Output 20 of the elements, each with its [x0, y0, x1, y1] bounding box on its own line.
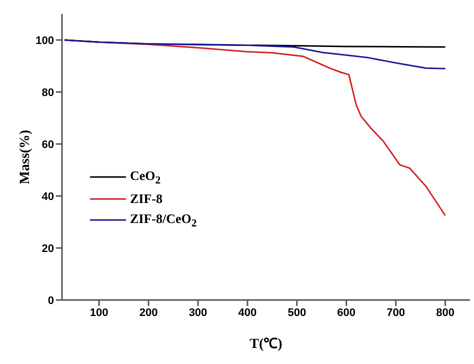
x-tick-label: 300 — [188, 306, 208, 319]
legend-label: ZIF-8 — [130, 190, 162, 206]
x-tick-label: 200 — [139, 306, 158, 319]
legend-label: CeO$_{2}$ — [130, 168, 161, 187]
x-tick-label: 100 — [90, 306, 108, 319]
x-axis-title: T(℃) — [250, 336, 283, 352]
x-tick-label: 600 — [337, 306, 356, 319]
y-tick-label: 40 — [42, 190, 54, 203]
y-tick-label: 0 — [48, 294, 54, 307]
x-tick-label: 500 — [288, 306, 306, 319]
y-axis-title: Mass(%) — [18, 129, 33, 184]
x-tick-label: 400 — [238, 306, 257, 319]
x-tick-label: 800 — [436, 306, 454, 319]
y-tick-label: 20 — [42, 242, 54, 255]
y-tick-label: 100 — [36, 34, 54, 47]
x-tick-label: 700 — [386, 306, 405, 319]
y-tick-label: 60 — [42, 138, 54, 151]
line-series — [64, 39, 446, 70]
y-tick-label: 80 — [42, 86, 54, 99]
legend-label: ZIF-8/CeO$_{2}$ — [130, 210, 197, 230]
